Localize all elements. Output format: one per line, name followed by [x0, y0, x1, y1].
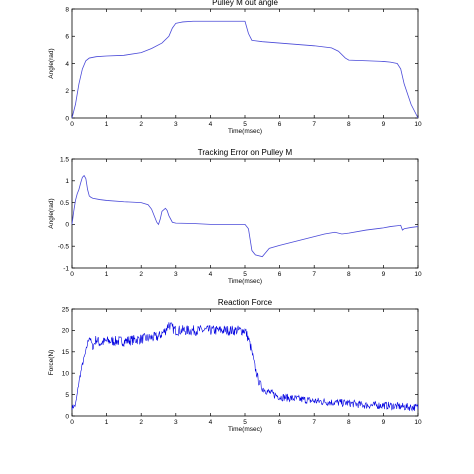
x-tick-label: 1	[105, 121, 109, 128]
x-tick-label: 2	[139, 271, 143, 278]
x-tick-label: 6	[278, 419, 282, 426]
y-tick-label: 6	[65, 34, 69, 41]
series-line-1-1	[71, 20, 419, 119]
y-axis-label-1: Angle(rad)	[48, 48, 55, 78]
x-tick-label: 0	[70, 271, 74, 278]
x-tick-label: 6	[278, 271, 282, 278]
y-tick-label: 8	[65, 6, 69, 13]
y-tick-label: 4	[65, 61, 69, 68]
y-tick-label: 0	[65, 115, 69, 122]
y-tick-label: 15	[62, 349, 70, 356]
x-tick-label: 6	[278, 121, 282, 128]
y-tick-label: -1	[63, 265, 69, 272]
series-line-2-1	[71, 174, 419, 258]
y-tick-label: 25	[62, 306, 70, 313]
x-axis-label-3: Time(msec)	[228, 426, 262, 433]
x-tick-label: 3	[174, 419, 178, 426]
x-tick-label: 8	[347, 271, 351, 278]
y-tick-label: 0.5	[60, 200, 69, 207]
chart-title-1: Pulley M out angle	[212, 0, 278, 7]
x-tick-label: 9	[382, 419, 386, 426]
chart-title-3: Reaction Force	[218, 298, 273, 307]
x-tick-label: 2	[139, 419, 143, 426]
y-axis-label-2: Angle(rad)	[48, 198, 55, 228]
x-tick-label: 7	[312, 419, 316, 426]
x-tick-label: 3	[174, 121, 178, 128]
x-tick-label: 9	[382, 271, 386, 278]
x-axis-label-1: Time(msec)	[228, 128, 262, 135]
x-tick-label: 1	[105, 419, 109, 426]
plot-area-1	[71, 8, 419, 119]
x-tick-label: 10	[414, 271, 422, 278]
y-axis-label-3: Force(N)	[48, 350, 55, 376]
x-tick-label: 4	[209, 121, 213, 128]
x-tick-label: 4	[209, 419, 213, 426]
plot-area-2	[71, 158, 419, 269]
x-tick-label: 8	[347, 121, 351, 128]
x-tick-label: 5	[243, 121, 247, 128]
x-tick-label: 8	[347, 419, 351, 426]
y-tick-label: 0	[65, 413, 69, 420]
series-line-3-1	[71, 322, 419, 412]
y-tick-label: 10	[62, 371, 70, 378]
y-tick-label: 0	[65, 222, 69, 229]
x-tick-label: 9	[382, 121, 386, 128]
x-tick-label: 0	[70, 419, 74, 426]
x-tick-label: 10	[414, 419, 422, 426]
x-tick-label: 0	[70, 121, 74, 128]
x-tick-label: 3	[174, 271, 178, 278]
x-tick-label: 7	[312, 271, 316, 278]
y-tick-label: 20	[62, 328, 70, 335]
x-tick-label: 5	[243, 271, 247, 278]
y-tick-label: -0.5	[58, 244, 70, 251]
x-tick-label: 2	[139, 121, 143, 128]
y-tick-label: 1.5	[60, 156, 69, 163]
y-tick-label: 1	[65, 178, 69, 185]
chart-title-2: Tracking Error on Pulley M	[198, 148, 293, 157]
x-axis-label-2: Time(msec)	[228, 278, 262, 285]
y-tick-label: 2	[65, 88, 69, 95]
x-tick-label: 5	[243, 419, 247, 426]
x-tick-label: 4	[209, 271, 213, 278]
plot-area-3	[71, 308, 419, 417]
y-tick-label: 5	[65, 392, 69, 399]
x-tick-label: 1	[105, 271, 109, 278]
x-tick-label: 7	[312, 121, 316, 128]
x-tick-label: 10	[414, 121, 422, 128]
